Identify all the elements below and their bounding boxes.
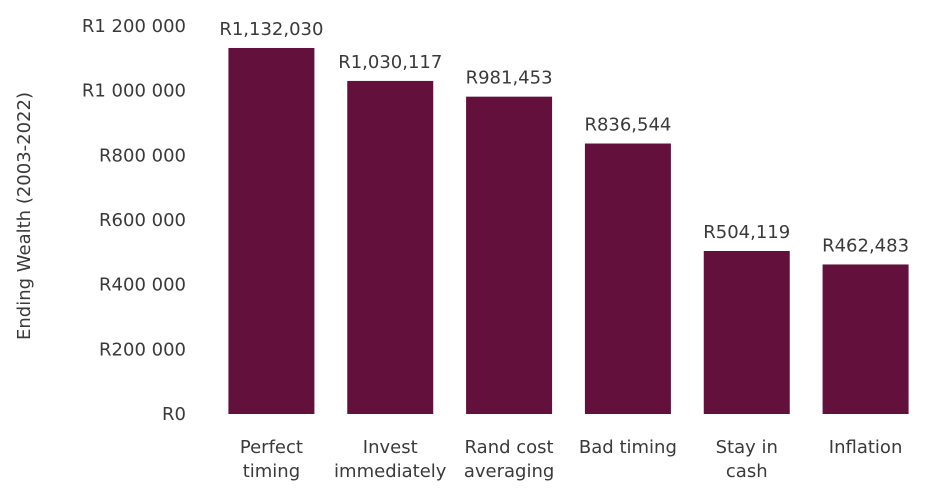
bar — [822, 264, 909, 414]
bar-value-label: R1,030,117 — [338, 52, 442, 73]
x-tick-label-line: timing — [243, 461, 300, 482]
bars — [228, 47, 909, 415]
y-tick-label: R800 000 — [99, 145, 186, 166]
x-tick-label-line: cash — [726, 461, 768, 482]
bar — [466, 96, 553, 415]
bar-value-label: R981,453 — [466, 68, 553, 89]
y-tick-label: R0 — [162, 404, 186, 425]
bar-value-label: R836,544 — [584, 115, 671, 136]
y-tick-label: R400 000 — [99, 275, 186, 296]
y-axis-title: Ending Wealth (2003-2022) — [14, 92, 35, 340]
bar-value-label: R462,483 — [822, 235, 909, 256]
y-tick-label: R1 200 000 — [82, 16, 186, 37]
x-tick-label-line: Stay in — [716, 437, 778, 458]
x-tick-labels: Perfect timing Invest immediately Rand cost a… — [240, 437, 902, 482]
x-tick-label: Rand cost averaging — [464, 437, 554, 482]
bar-value-label: R504,119 — [703, 222, 790, 243]
y-tick-label: R200 000 — [99, 339, 186, 360]
x-tick-label: Invest immediately — [334, 437, 447, 482]
x-tick-label-line: Inflation — [829, 437, 903, 458]
bar — [347, 80, 434, 414]
bar — [584, 143, 671, 414]
bar — [228, 47, 315, 415]
data-labels: R1,132,030 R1,030,117 R981,453 R836,544 R504… — [219, 19, 909, 256]
y-tick-label: R1 000 000 — [82, 81, 186, 102]
x-tick-label-line: Bad timing — [579, 437, 677, 458]
bar-value-label: R1,132,030 — [219, 19, 323, 40]
y-tick-labels: R0 R200 000 R400 000 R600 000 R800 000 R1 000… — [82, 16, 186, 425]
x-tick-label: Bad timing — [579, 437, 677, 458]
x-tick-label-line: immediately — [334, 461, 447, 482]
x-tick-label: Perfect timing — [240, 437, 303, 482]
x-tick-label-line: averaging — [464, 461, 554, 482]
x-tick-label-line: Perfect — [240, 437, 303, 458]
x-tick-label: Inflation — [829, 437, 903, 458]
bar — [703, 251, 790, 414]
x-tick-label-line: Rand cost — [465, 437, 554, 458]
y-tick-label: R600 000 — [99, 210, 186, 231]
x-tick-label-line: Invest — [363, 437, 418, 458]
x-tick-label: Stay in cash — [716, 437, 778, 482]
